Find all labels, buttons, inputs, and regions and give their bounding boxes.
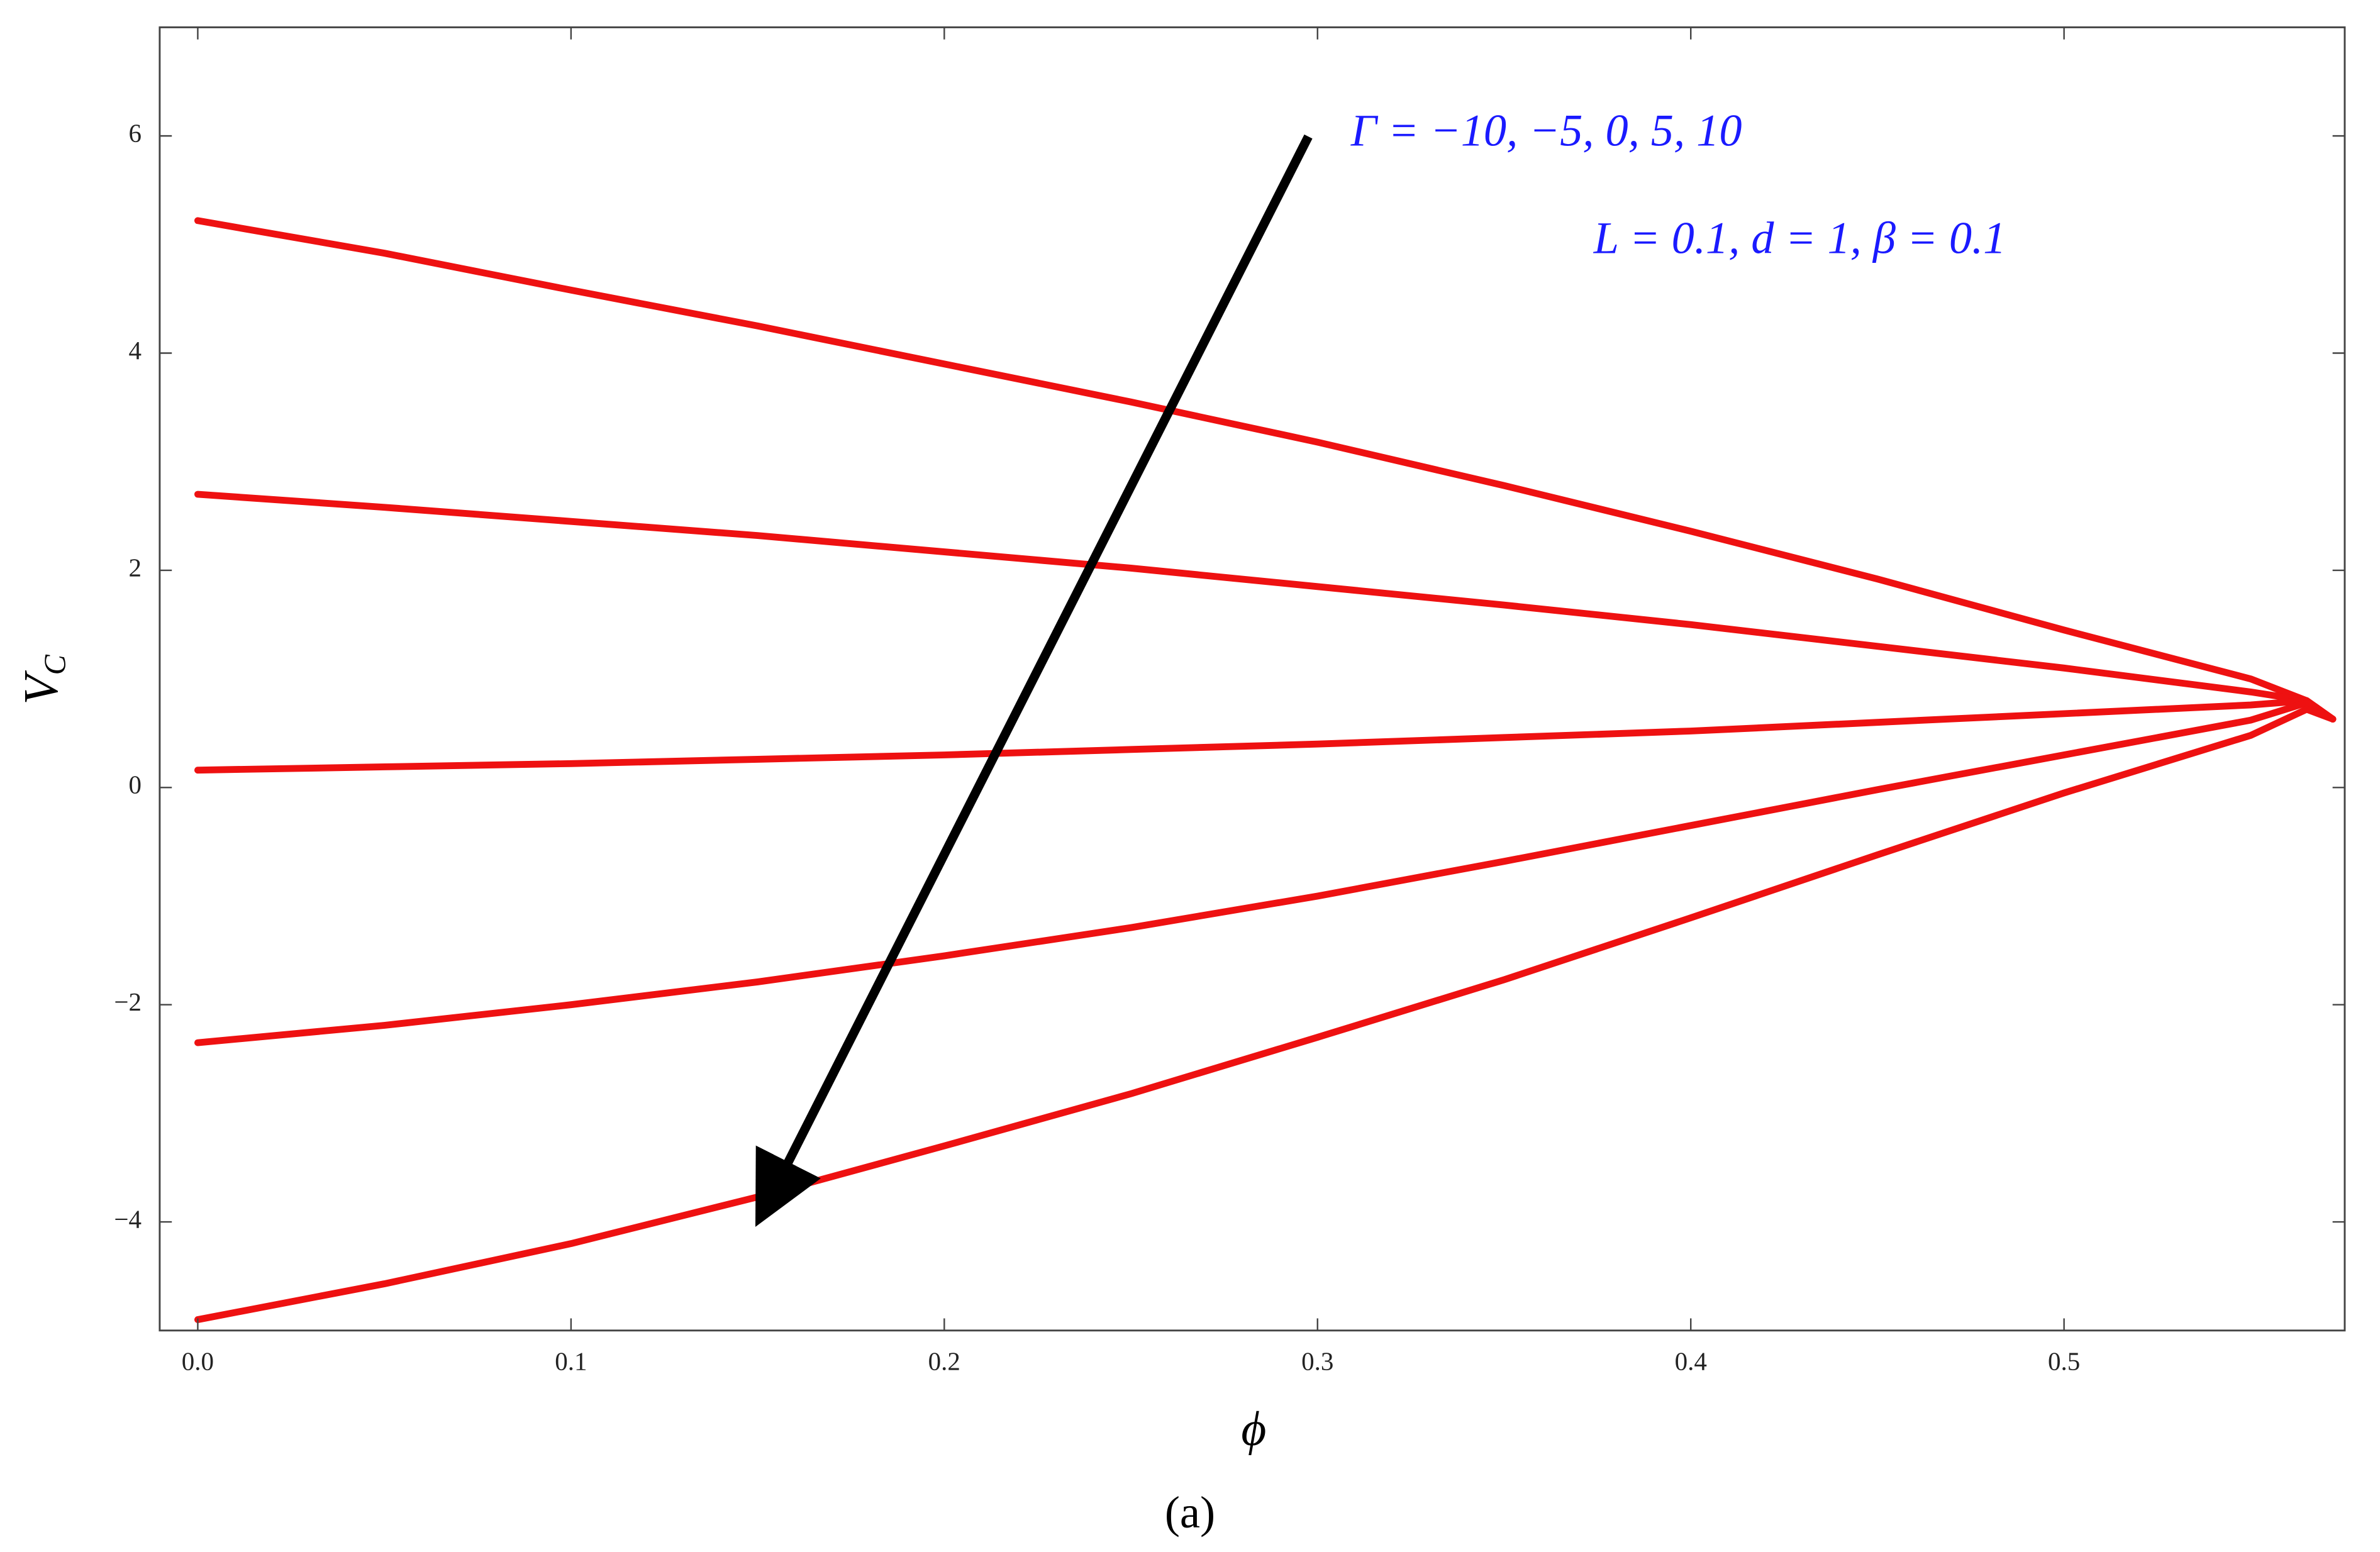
annotation: Γ = −10, −5, 0, 5, 10 <box>1350 105 1742 155</box>
x-tick-label: 0.5 <box>2048 1346 2080 1375</box>
x-axis-label: ϕ <box>1241 1402 1266 1456</box>
plot-frame <box>158 26 2346 1332</box>
data-line <box>194 699 2337 1046</box>
y-axis-label: VC <box>14 654 72 704</box>
data-line <box>194 706 2337 1323</box>
y-tick-label: 4 <box>128 336 142 365</box>
caption: (a) <box>1165 1487 1215 1538</box>
y-tick-label: −2 <box>114 987 142 1016</box>
x-tick-label: 0.4 <box>1675 1346 1707 1375</box>
y-tick-label: 0 <box>128 770 142 799</box>
annotation: L = 0.1, d = 1, β = 0.1 <box>1593 213 2006 263</box>
x-tick-label: 0.1 <box>555 1346 587 1375</box>
y-tick-label: 2 <box>128 553 142 582</box>
x-tick-label: 0.3 <box>1301 1346 1333 1375</box>
data-line <box>194 217 2337 723</box>
y-tick-label: −4 <box>114 1204 142 1233</box>
lines <box>194 217 2337 1323</box>
y-tick-label: 6 <box>128 119 142 148</box>
y-label-sub: C <box>38 654 72 675</box>
data-line <box>194 697 2337 774</box>
x-tick-label: 0.0 <box>182 1346 214 1375</box>
arrow <box>755 134 1313 1228</box>
data-line <box>194 491 2337 723</box>
x-tick-label: 0.2 <box>928 1346 960 1375</box>
y-label-main: V <box>14 670 68 704</box>
